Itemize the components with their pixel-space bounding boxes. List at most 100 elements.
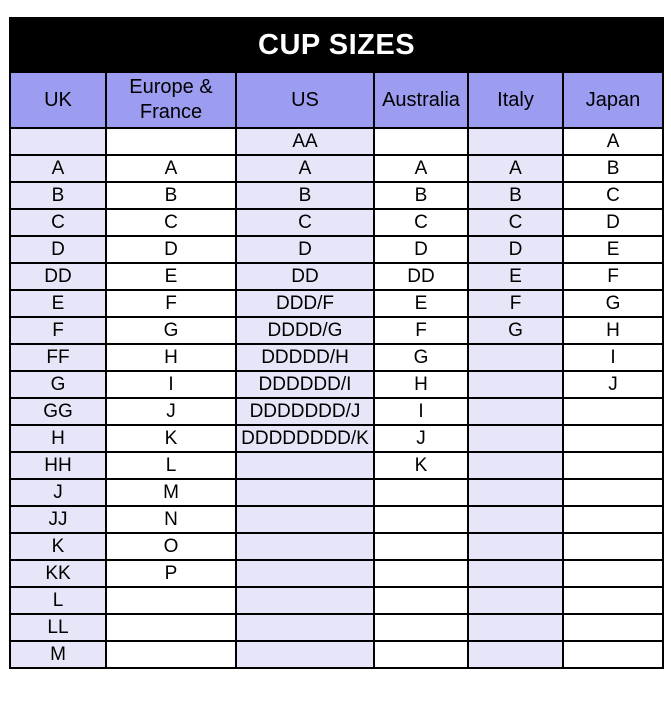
table-cell	[373, 640, 469, 669]
table-cell: O	[105, 532, 237, 561]
table-cell: B	[373, 181, 469, 210]
table-cell	[235, 559, 375, 588]
table-cell: KK	[9, 559, 107, 588]
table-cell: L	[105, 451, 237, 480]
table-cell: B	[467, 181, 564, 210]
table-cell: B	[9, 181, 107, 210]
table-cell: DD	[235, 262, 375, 291]
table-cell: F	[561, 262, 665, 291]
table-cell	[561, 451, 665, 480]
table-cell: K	[9, 532, 107, 561]
table-cell	[561, 424, 665, 453]
table-row: GG J DDDDDDD/J I	[9, 397, 665, 426]
table-cell	[467, 586, 564, 615]
table-cell: H	[105, 343, 237, 372]
cup-sizes-table: CUP SIZES UK Europe & France US Australia It…	[8, 17, 665, 669]
table-cell: I	[561, 343, 665, 372]
table-cell: M	[105, 478, 237, 507]
table-cell	[105, 586, 237, 615]
table-cell: C	[561, 181, 665, 210]
table-cell	[467, 532, 564, 561]
table-cell	[235, 478, 375, 507]
table-cell	[235, 505, 375, 534]
table-cell	[561, 478, 665, 507]
table-row: LL	[9, 613, 665, 642]
table-cell	[467, 343, 564, 372]
table-cell: C	[9, 208, 107, 237]
table-cell	[467, 613, 564, 642]
table-cell	[561, 640, 665, 669]
table-cell	[9, 127, 107, 156]
table-cell	[373, 532, 469, 561]
table-cell: F	[9, 316, 107, 345]
table-cell: D	[235, 235, 375, 264]
table-cell: D	[105, 235, 237, 264]
table-row: L	[9, 586, 665, 615]
table-cell: H	[561, 316, 665, 345]
table-cell: I	[105, 370, 237, 399]
table-cell: E	[373, 289, 469, 318]
column-header-us: US	[235, 71, 375, 129]
table-cell	[373, 505, 469, 534]
table-cell: DDDDD/H	[235, 343, 375, 372]
table-row: JJ N	[9, 505, 665, 534]
table-cell: DDDDDDD/J	[235, 397, 375, 426]
table-row: G I DDDDDD/I H J	[9, 370, 665, 399]
table-cell	[561, 532, 665, 561]
table-cell: D	[561, 208, 665, 237]
table-cell: DDDD/G	[235, 316, 375, 345]
table-cell: I	[373, 397, 469, 426]
table-cell: C	[373, 208, 469, 237]
table-title: CUP SIZES	[8, 17, 665, 73]
table-cell: F	[467, 289, 564, 318]
table-cell	[561, 505, 665, 534]
column-header-japan: Japan	[561, 71, 665, 129]
table-cell: G	[467, 316, 564, 345]
table-cell	[467, 478, 564, 507]
table-cell: G	[561, 289, 665, 318]
table-cell: B	[561, 154, 665, 183]
table-cell: D	[467, 235, 564, 264]
table-cell: DD	[373, 262, 469, 291]
table-cell	[373, 478, 469, 507]
column-header-europe-france: Europe & France	[105, 71, 237, 129]
table-cell: N	[105, 505, 237, 534]
table-cell: M	[9, 640, 107, 669]
column-header-italy: Italy	[467, 71, 564, 129]
table-cell	[235, 640, 375, 669]
table-cell	[105, 640, 237, 669]
table-cell: D	[9, 235, 107, 264]
table-cell: G	[373, 343, 469, 372]
table-body: AA A A A A A A B B B B B B C C C C C C D D D D D D E DD E DD DD E F E F DD…	[9, 127, 665, 669]
table-cell: E	[9, 289, 107, 318]
table-row: AA A	[9, 127, 665, 156]
table-cell	[373, 586, 469, 615]
table-cell: H	[9, 424, 107, 453]
column-header-uk: UK	[9, 71, 107, 129]
table-cell	[235, 586, 375, 615]
header-row: UK Europe & France US Australia Italy Japan	[9, 71, 665, 129]
table-cell: J	[105, 397, 237, 426]
table-cell: DDDDDDDD/K	[235, 424, 375, 453]
table-cell: DDDDDD/I	[235, 370, 375, 399]
table-cell: A	[467, 154, 564, 183]
table-cell: B	[235, 181, 375, 210]
table-row: KK P	[9, 559, 665, 588]
table-cell: F	[105, 289, 237, 318]
table-row: H K DDDDDDDD/K J	[9, 424, 665, 453]
table-cell	[105, 127, 237, 156]
table-cell	[105, 613, 237, 642]
table-cell	[561, 613, 665, 642]
table-cell: F	[373, 316, 469, 345]
table-cell: A	[373, 154, 469, 183]
table-cell: E	[105, 262, 237, 291]
table-cell: FF	[9, 343, 107, 372]
table-cell	[467, 559, 564, 588]
table-cell: G	[9, 370, 107, 399]
